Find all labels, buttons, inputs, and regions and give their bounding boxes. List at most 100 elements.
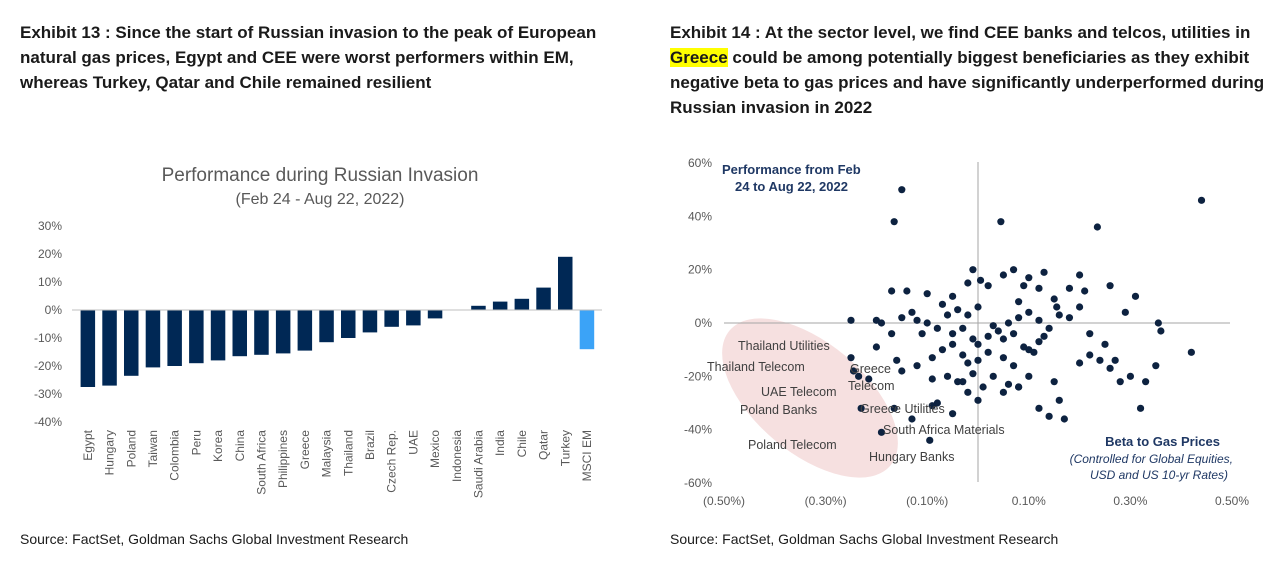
exhibit-14-title-highlight: Greece [670, 48, 728, 67]
scatter-point [938, 300, 947, 308]
scatter-point [1106, 364, 1114, 372]
bar-x-label: Philippines [276, 430, 290, 488]
scatter-point [1009, 330, 1018, 338]
bar-y-tick: 30% [38, 219, 62, 233]
bar-uae [406, 310, 421, 326]
scatter-point [893, 356, 901, 364]
bar-x-label: Korea [211, 430, 225, 462]
bar-y-tick: -10% [34, 331, 62, 345]
label-telecom: Telecom [848, 379, 895, 393]
scatter-point [1025, 346, 1033, 354]
bar-x-label: Taiwan [146, 430, 160, 467]
bar-msci-em [579, 310, 595, 350]
bar-egypt [80, 310, 96, 387]
scatter-point [890, 404, 898, 412]
scatter-y-axis: 60% 40% 20% 0% -20% -40% -60% [684, 156, 712, 490]
scatter-point [1086, 351, 1094, 359]
label-poland-telecom: Poland Telecom [748, 438, 837, 452]
scatter-point [898, 314, 906, 322]
exhibit-14-title-suffix: could be among potentially biggest benef… [670, 48, 1265, 117]
scatter-point [999, 388, 1007, 396]
scatter-point [999, 335, 1007, 343]
bar-philippines [275, 310, 291, 354]
scatter-point [908, 415, 916, 423]
scatter-point [1101, 340, 1109, 348]
bar-qatar [536, 287, 551, 310]
bar-turkey [558, 256, 573, 310]
scatter-point [994, 327, 1002, 335]
scatter-point [877, 319, 886, 327]
scatter-point [943, 311, 952, 319]
scatter-point [928, 375, 936, 383]
bar-x-label: Greece [298, 430, 312, 470]
scatter-point [923, 319, 931, 327]
scatter-point [974, 396, 982, 404]
bar-x-label: Malaysia [320, 430, 334, 478]
bar-x-label: Saudi Arabia [471, 430, 485, 498]
label-south-africa-materials: South Africa Materials [883, 423, 1005, 437]
scatter-point [984, 348, 992, 356]
scatter-x-tick: (0.50%) [703, 494, 745, 508]
bar-y-tick: -40% [34, 415, 62, 429]
bar-malaysia [319, 310, 334, 343]
scatter-chart-beta: 60%40%20%0%-20%-40%-60% (0.50%) (0.30%) (0… [684, 156, 1249, 508]
scatter-point [999, 354, 1007, 362]
scatter-x-title: Beta to Gas Prices [1105, 434, 1220, 449]
scatter-point [974, 303, 982, 311]
scatter-point [989, 372, 997, 380]
bar-chile [514, 298, 530, 310]
scatter-title-line-1: Performance from Feb [722, 162, 861, 177]
label-uae-telecom: UAE Telecom [761, 385, 837, 399]
bar-chart-x-axis: Egypt Hungary Poland Taiwan Colombia Peru Kore… [81, 429, 594, 498]
scatter-point [1060, 415, 1068, 423]
scatter-point [849, 367, 858, 375]
scatter-x-tick: 0.50% [1215, 494, 1249, 508]
scatter-point [1025, 274, 1033, 282]
scatter-point [903, 287, 911, 295]
scatter-point [857, 404, 865, 412]
scatter-point [847, 354, 855, 362]
label-greece-utilities: Greece Utilities [860, 402, 945, 416]
exhibit-14-title: Exhibit 14 : At the sector level, we fin… [670, 20, 1270, 120]
bar-south-africa [254, 310, 269, 355]
bar-x-label: Egypt [81, 429, 95, 460]
scatter-point [918, 330, 926, 338]
scatter-point [1116, 378, 1124, 386]
scatter-point [1142, 378, 1150, 386]
bar-x-label: Peru [189, 430, 203, 455]
scatter-point [1055, 396, 1063, 404]
scatter-point [1025, 372, 1033, 380]
bar-china [232, 310, 247, 357]
scatter-y-tick: 0% [695, 316, 713, 330]
scatter-points [847, 186, 1206, 444]
bar-chart-performance: Performance during Russian Invasion (Feb… [34, 165, 602, 498]
scatter-x-note-line-1: (Controlled for Global Equities, [1070, 452, 1233, 466]
scatter-point [1086, 330, 1094, 338]
scatter-point [949, 292, 957, 300]
scatter-point [1136, 404, 1145, 412]
bar-y-tick: -20% [34, 359, 62, 373]
bar-brazil [362, 310, 378, 333]
scatter-point [1157, 327, 1165, 335]
scatter-point [1035, 316, 1043, 324]
scatter-point [1106, 282, 1114, 290]
scatter-y-tick: 20% [688, 263, 712, 277]
bar-x-label: China [233, 430, 247, 462]
scatter-point [997, 218, 1005, 226]
bar-x-label: Hungary [103, 430, 117, 475]
bar-saudi-arabia [471, 305, 486, 310]
bar-x-label: Colombia [168, 430, 182, 481]
bar-taiwan [145, 310, 161, 368]
scatter-point [877, 428, 886, 436]
scatter-point [959, 378, 967, 386]
bar-czech-rep [384, 310, 399, 327]
bar-greece [297, 310, 313, 351]
bar-x-label: Indonesia [450, 430, 464, 482]
scatter-point [949, 330, 957, 338]
label-greece: Greece [850, 362, 891, 376]
scatter-point [913, 362, 921, 370]
scatter-y-tick: -20% [684, 369, 712, 383]
bar-india [492, 301, 508, 310]
scatter-point [1045, 324, 1053, 332]
bar-x-label: Chile [515, 430, 529, 458]
